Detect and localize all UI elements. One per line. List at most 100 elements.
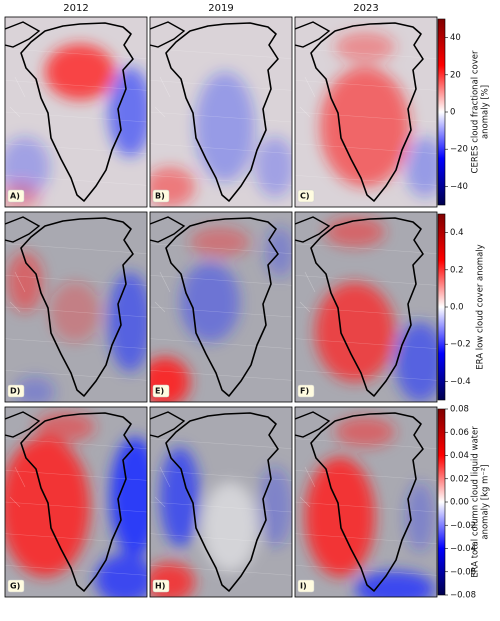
graticule bbox=[295, 338, 437, 349]
anomaly-blob bbox=[395, 322, 437, 402]
graticule bbox=[150, 470, 292, 481]
column-title: 2019 bbox=[208, 3, 233, 14]
colorbar bbox=[437, 408, 446, 596]
anomaly-blob bbox=[108, 272, 147, 372]
colorbar-tick-label: 0.00 bbox=[450, 498, 469, 508]
graticule bbox=[295, 275, 437, 286]
graticule bbox=[150, 48, 292, 59]
anomaly-blob bbox=[150, 357, 190, 402]
anomaly-blob bbox=[265, 227, 292, 277]
anomaly-blob bbox=[108, 67, 147, 157]
map-panel: I) bbox=[294, 406, 438, 598]
map bbox=[150, 407, 292, 597]
panel-frame bbox=[149, 16, 293, 208]
colorbar-tick-label: 0.0 bbox=[450, 303, 464, 313]
graticule bbox=[5, 48, 147, 59]
column-title: 2023 bbox=[353, 3, 378, 14]
colorbar-tick-label: 20 bbox=[450, 70, 461, 80]
anomaly-field bbox=[320, 32, 437, 197]
colorbar-tick-label: −0.06 bbox=[450, 567, 476, 577]
panel-frame bbox=[149, 211, 293, 403]
graticule bbox=[5, 275, 147, 286]
colorbar-tick-label: −40 bbox=[450, 182, 468, 192]
map bbox=[5, 212, 147, 402]
anomaly-blob bbox=[5, 437, 90, 577]
anomaly-blob bbox=[335, 417, 395, 447]
panel-label-box bbox=[7, 189, 25, 203]
graticule bbox=[295, 565, 437, 576]
graticule bbox=[150, 306, 292, 318]
panel-label-box bbox=[297, 579, 315, 593]
graticule bbox=[150, 533, 292, 544]
graticule bbox=[150, 143, 292, 154]
anomaly-blob bbox=[7, 252, 43, 312]
colorbar-label: ERA total column cloud liquid water bbox=[471, 426, 481, 578]
graticule bbox=[5, 565, 147, 576]
graticule bbox=[295, 306, 437, 318]
map-panel: F) bbox=[294, 211, 438, 403]
anomaly-blob bbox=[405, 137, 437, 197]
graticule bbox=[150, 370, 292, 381]
graticule bbox=[5, 143, 147, 154]
graticule bbox=[295, 111, 437, 123]
colorbar-label: CERES cloud fractional cover bbox=[471, 50, 481, 173]
anomaly-blob bbox=[195, 72, 255, 182]
graticule bbox=[295, 470, 437, 481]
anomaly-blob bbox=[95, 554, 147, 597]
anomaly-blob bbox=[255, 137, 292, 197]
graticule bbox=[150, 438, 292, 449]
panel-label-box bbox=[297, 384, 315, 398]
colorbar-tick-label: 0.4 bbox=[450, 228, 464, 238]
anomaly-blob bbox=[15, 377, 55, 402]
graticule bbox=[5, 306, 147, 318]
anomaly-field bbox=[315, 217, 437, 402]
colorbar-tick-label: −20 bbox=[450, 145, 468, 155]
panel-frame bbox=[4, 211, 148, 403]
anomaly-blob bbox=[45, 44, 115, 100]
panel-label: B) bbox=[155, 192, 165, 201]
graticule bbox=[5, 80, 147, 91]
map-panel: G) bbox=[4, 406, 148, 598]
anomaly-field bbox=[150, 447, 292, 597]
colorbar-tick-label: 0.06 bbox=[450, 428, 469, 438]
graticule bbox=[5, 370, 147, 381]
panel-label-box bbox=[152, 384, 170, 398]
panel-frame bbox=[4, 16, 148, 208]
graticule bbox=[150, 243, 292, 254]
anomaly-blob bbox=[320, 67, 410, 187]
panel-label: F) bbox=[300, 387, 309, 396]
graticule bbox=[5, 111, 147, 123]
graticule bbox=[150, 565, 292, 576]
map-panel: C) bbox=[294, 16, 438, 208]
map-panel: B) bbox=[149, 16, 293, 208]
colorbar-tick-label: 0.08 bbox=[450, 405, 469, 415]
panel-label-box bbox=[152, 189, 170, 203]
panel-frame bbox=[4, 406, 148, 598]
map bbox=[295, 17, 437, 207]
panel-label-box bbox=[297, 189, 315, 203]
graticule bbox=[150, 80, 292, 91]
colorbar-label: ERA low cloud cover anomaly bbox=[476, 244, 486, 369]
panel-label-box bbox=[152, 579, 170, 593]
anomaly-blob bbox=[110, 437, 147, 557]
map bbox=[150, 17, 292, 207]
graticule bbox=[295, 80, 437, 91]
panel-label: C) bbox=[300, 192, 310, 201]
anomaly-blob bbox=[5, 137, 50, 197]
map bbox=[5, 407, 147, 597]
graticule bbox=[150, 111, 292, 123]
colorbar-tick-label: −0.02 bbox=[450, 521, 476, 531]
anomaly-field bbox=[5, 412, 147, 597]
graticule bbox=[5, 175, 147, 186]
colorbar-tick-label: 0.2 bbox=[450, 265, 464, 275]
panel-frame bbox=[294, 16, 438, 208]
colorbar-tick-label: −0.08 bbox=[450, 591, 476, 601]
colorbar bbox=[437, 213, 446, 401]
colorbar-tick-label: −0.4 bbox=[450, 377, 471, 387]
panel-frame bbox=[294, 406, 438, 598]
graticule bbox=[5, 243, 147, 254]
colorbar-tick-label: 40 bbox=[450, 33, 461, 43]
anomaly-blob bbox=[315, 282, 395, 382]
anomaly-blob bbox=[202, 482, 258, 572]
